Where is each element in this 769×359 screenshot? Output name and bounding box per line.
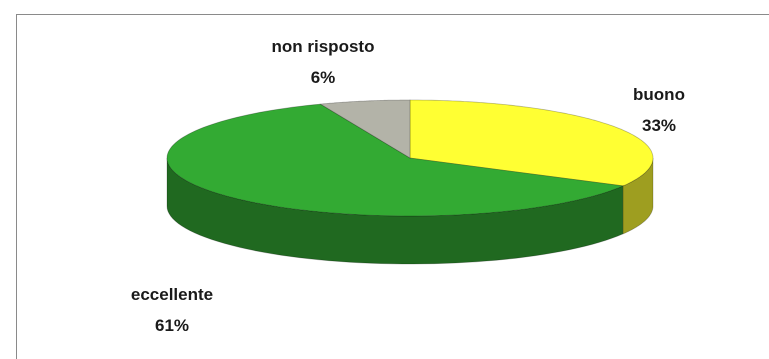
pie-slice-non-risposto	[319, 99, 411, 159]
label-buono-value: 33%	[642, 116, 676, 135]
pie-tops	[166, 99, 654, 217]
label-eccellente-value: 61%	[155, 316, 189, 335]
pie-slice-buono	[409, 99, 654, 187]
label-non-risposto-name: non risposto	[272, 37, 375, 56]
pie-side-eccellente	[166, 157, 624, 265]
pie-sides	[166, 157, 654, 265]
pie-slice-eccellente	[166, 103, 625, 217]
pie-side-buono	[622, 158, 654, 235]
label-eccellente-name: eccellente	[131, 285, 213, 304]
label-buono-name: buono	[633, 85, 685, 104]
label-non-risposto-value: 6%	[311, 68, 336, 87]
